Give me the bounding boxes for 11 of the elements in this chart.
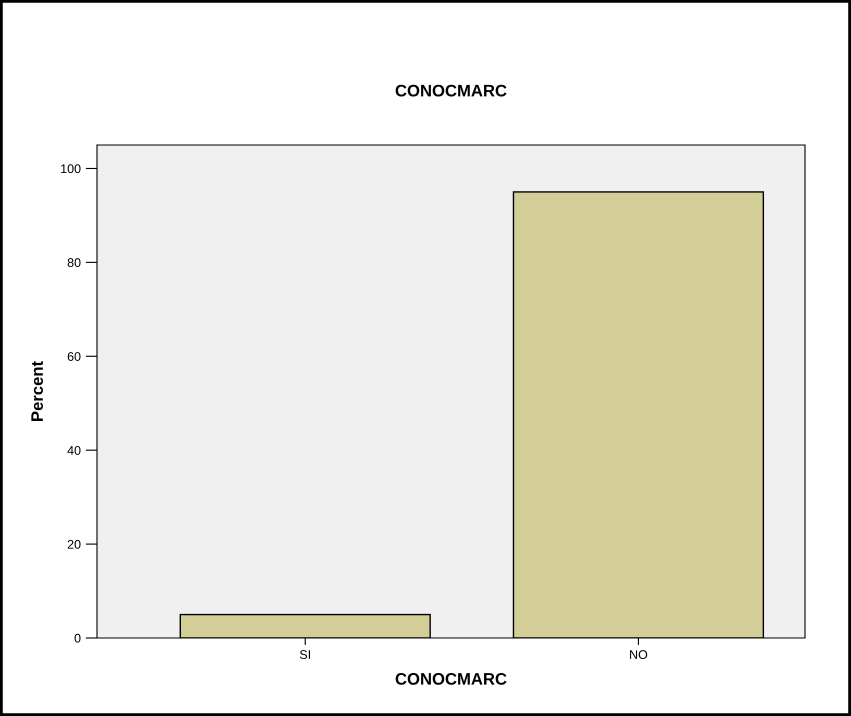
x-tick-label: NO xyxy=(630,650,648,659)
y-tick-label: 0 xyxy=(74,634,81,643)
x-axis-title: CONOCMARC xyxy=(396,673,507,685)
y-axis-title: Percent xyxy=(31,361,43,421)
y-tick-label: 40 xyxy=(67,446,81,455)
chart-title: CONOCMARC xyxy=(396,84,507,97)
y-tick-label: 20 xyxy=(68,540,81,549)
y-tick-label: 100 xyxy=(61,164,81,174)
y-tick-label: 80 xyxy=(68,258,81,268)
y-tick-label: 60 xyxy=(68,352,81,361)
x-tick-label: SI xyxy=(300,650,310,659)
